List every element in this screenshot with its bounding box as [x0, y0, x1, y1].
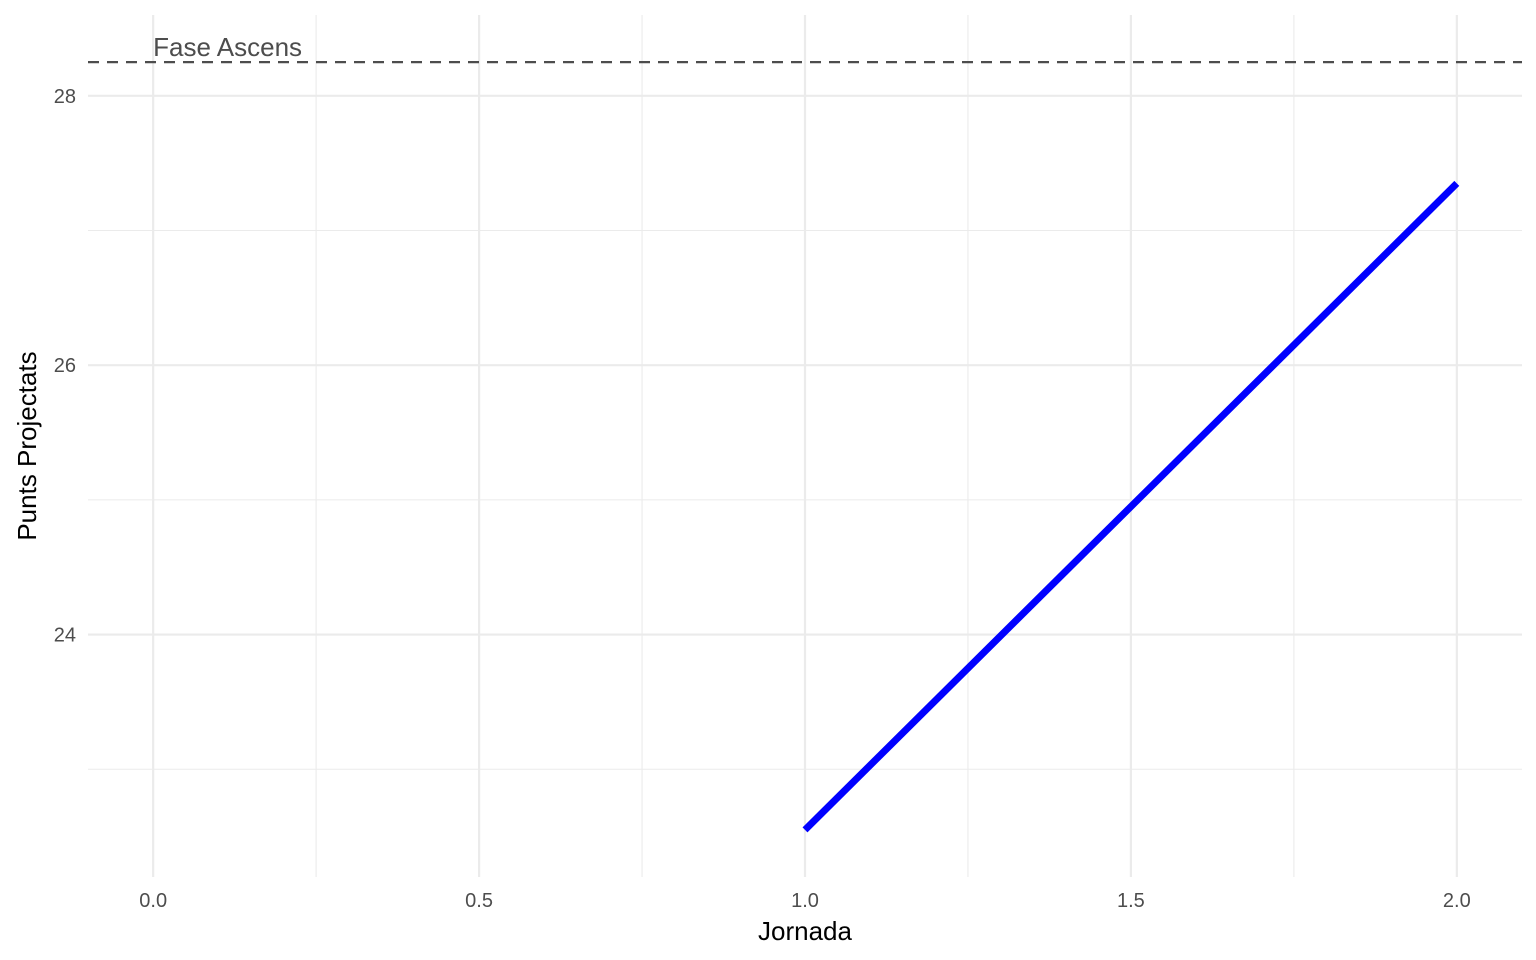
y-axis-tick-labels: 24 26 28 — [54, 86, 76, 647]
reference-line-label: Fase Ascens — [153, 32, 302, 62]
y-axis-title: Punts Projectats — [12, 351, 42, 540]
series-line-0 — [802, 180, 1460, 833]
y-tick-label: 28 — [54, 86, 76, 108]
y-tick-label: 24 — [54, 625, 76, 647]
x-axis-tick-labels: 0.0 0.5 1.0 1.5 2.0 — [139, 890, 1470, 912]
x-tick-label: 1.0 — [791, 890, 819, 912]
x-tick-label: 0.5 — [465, 890, 493, 912]
series-layer — [802, 180, 1460, 833]
x-tick-label: 1.5 — [1117, 890, 1145, 912]
x-tick-label: 0.0 — [139, 890, 167, 912]
reference-line-layer: Fase Ascens — [88, 32, 1522, 64]
x-axis-title: Jornada — [758, 916, 852, 946]
x-tick-label: 2.0 — [1443, 890, 1471, 912]
y-tick-label: 26 — [54, 355, 76, 377]
grid-layer — [88, 15, 1522, 877]
